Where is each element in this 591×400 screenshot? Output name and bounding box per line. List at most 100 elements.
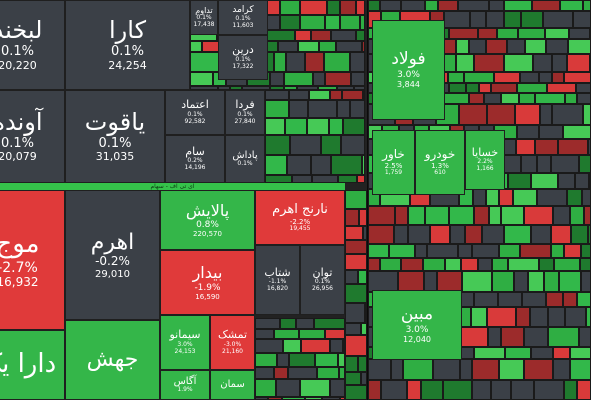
tile <box>336 41 362 52</box>
tile <box>449 28 478 39</box>
tile-value: 11,603 <box>232 21 254 29</box>
tile <box>524 206 553 225</box>
tile <box>522 292 546 307</box>
tile <box>521 11 543 28</box>
tile <box>484 93 501 104</box>
tile <box>363 90 365 100</box>
tile <box>531 173 558 189</box>
tile <box>401 258 423 271</box>
tile <box>518 28 545 39</box>
tile <box>535 139 558 155</box>
tile <box>583 0 591 11</box>
tile <box>465 225 482 244</box>
tile <box>534 380 564 400</box>
tile: بیدار -1.9% 16,590 <box>160 250 255 315</box>
tile <box>458 0 489 11</box>
tile <box>280 0 300 15</box>
tile <box>505 347 531 359</box>
tile-change: 1.9% <box>177 386 193 394</box>
tile <box>564 380 577 400</box>
tile <box>570 347 591 359</box>
tile <box>330 379 345 397</box>
tile <box>359 209 367 226</box>
tile <box>459 104 487 125</box>
tile <box>340 15 360 30</box>
tile <box>308 100 337 118</box>
tile-label: سمان <box>220 379 245 391</box>
tile-change: 0.1% <box>314 278 331 286</box>
tile <box>292 175 312 183</box>
tile <box>345 356 358 372</box>
tile <box>488 327 501 347</box>
tile: لبخند0.1%20,220 <box>0 0 65 90</box>
tile <box>425 0 438 11</box>
tile <box>311 155 331 175</box>
tile <box>421 380 443 400</box>
tile <box>342 90 363 100</box>
tile <box>548 307 565 327</box>
tile-label: پالایش <box>185 200 230 220</box>
tile-label: فردا <box>235 98 255 112</box>
tile-value: 1,166 <box>476 165 494 173</box>
tile <box>296 318 314 329</box>
tile: درین 0.1% 17,322 <box>218 35 268 80</box>
tile <box>365 303 367 323</box>
tile <box>274 367 288 379</box>
tile <box>461 258 478 271</box>
tile <box>486 189 499 206</box>
tile <box>380 0 401 11</box>
tile <box>368 206 395 225</box>
tile <box>345 270 358 284</box>
tile <box>504 0 532 11</box>
tile <box>265 100 289 118</box>
tile <box>368 225 394 244</box>
tile <box>486 11 504 28</box>
tile-value: 27,840 <box>234 117 256 125</box>
tile-label: آونده <box>0 107 43 136</box>
tile <box>283 339 301 353</box>
tile <box>521 155 537 173</box>
tile: اهرم -0.2% 29,010 <box>65 190 160 320</box>
tile <box>278 41 298 52</box>
tile <box>533 54 552 72</box>
tile <box>552 104 583 125</box>
tile-label: توان <box>312 265 333 279</box>
tile-change: 1.3% <box>431 161 449 170</box>
tile-label: کرامد <box>232 5 254 16</box>
tile <box>473 189 486 206</box>
tile <box>576 83 591 93</box>
tile <box>345 226 363 240</box>
tile <box>270 72 284 86</box>
tile: موج-2.7%16,932 <box>0 190 65 330</box>
tile: فردا 0.1% 27,840 <box>225 90 265 135</box>
tile <box>499 359 524 380</box>
tile <box>504 54 533 72</box>
tile <box>487 104 515 125</box>
tile-change: 0.1% <box>187 110 203 118</box>
tile <box>540 104 552 125</box>
tile-value: 17,322 <box>232 62 254 70</box>
tile <box>356 30 365 41</box>
tile <box>567 189 582 206</box>
tile <box>309 90 330 100</box>
tile <box>350 100 365 118</box>
tile <box>363 226 367 240</box>
tile <box>255 379 276 397</box>
tile <box>579 155 591 173</box>
tile <box>443 380 472 400</box>
tile-change: 0.2% <box>187 157 203 165</box>
tile-label: شتاب <box>264 265 291 279</box>
tile <box>469 39 486 54</box>
tile <box>478 258 492 271</box>
tile <box>330 90 342 100</box>
tile <box>551 244 564 258</box>
tile <box>395 206 408 225</box>
tile <box>331 155 362 175</box>
tile <box>570 359 591 380</box>
tile <box>300 0 327 15</box>
tile-label: کارا <box>109 16 146 45</box>
tile <box>520 244 551 258</box>
tile <box>458 244 472 258</box>
tile-value: 1,759 <box>384 168 403 176</box>
